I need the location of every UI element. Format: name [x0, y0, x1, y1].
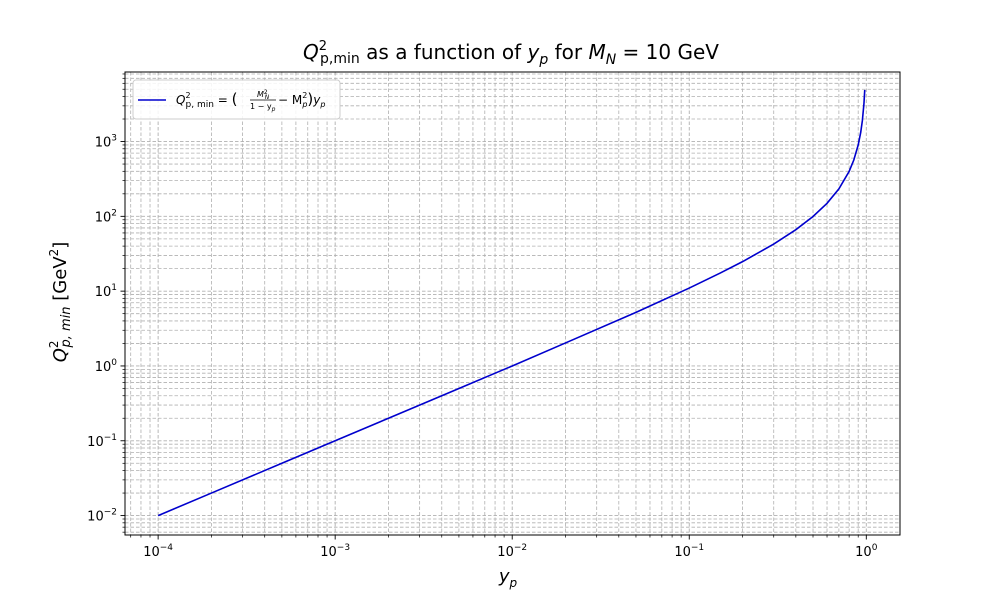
- y-tick-label: 10−1: [87, 433, 117, 450]
- x-tick-label: 10−3: [320, 543, 350, 560]
- y-axis-ticks: 10−2 10−1 100 101 102 103: [87, 73, 125, 533]
- x-tick-label: 100: [855, 543, 878, 560]
- y-tick-label: 100: [95, 358, 118, 375]
- y-tick-label: 10−2: [87, 508, 117, 525]
- grid-lines: [125, 72, 900, 535]
- legend-frac-num: M2 N: [257, 89, 270, 101]
- y-tick-label: 103: [95, 134, 117, 151]
- x-tick-label: 10−4: [143, 543, 173, 560]
- x-axis-label: yp: [498, 566, 518, 590]
- y-tick-label: 102: [95, 208, 117, 225]
- y-tick-label: 101: [95, 283, 117, 300]
- legend: Q2 p, min = ( M2 N 1 − yp − M2 p)yp: [132, 79, 341, 120]
- legend-tail: − M2 p)yp: [278, 90, 325, 109]
- y-axis-label: Q2p, min [GeV2]: [47, 242, 74, 363]
- legend-frac-den: 1 − yp: [250, 102, 276, 113]
- x-tick-label: 10−2: [497, 543, 527, 560]
- x-axis-ticks: 10−4 10−3 10−2 10−1 100: [130, 535, 878, 560]
- legend-label: Q2 p, min = (: [176, 90, 238, 110]
- chart-title: Q2 p,min as a function of yp for MN = 10 …: [303, 39, 719, 68]
- series-line-q2pmin: [157, 89, 866, 517]
- x-tick-label: 10−1: [674, 543, 704, 560]
- legend-box: [132, 79, 341, 120]
